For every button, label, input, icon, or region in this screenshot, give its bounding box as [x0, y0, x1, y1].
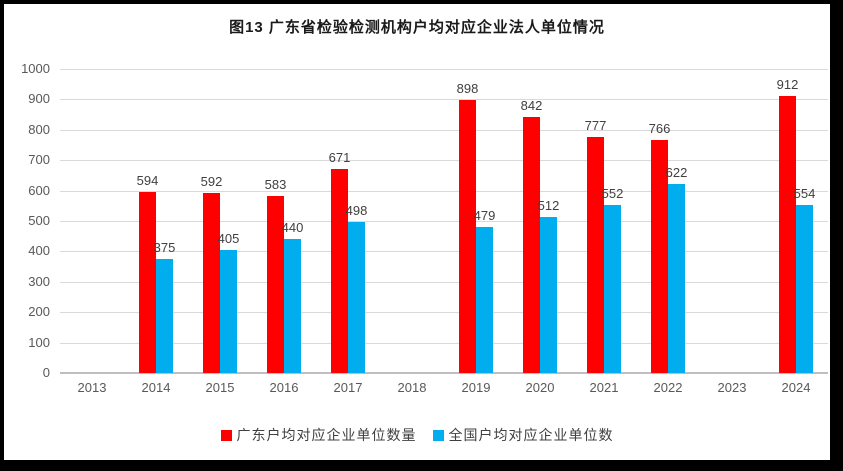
y-tick-label-500: 500 — [28, 213, 50, 228]
bar-value-label-national-2015: 405 — [217, 231, 240, 246]
bar-value-label-national-2024: 554 — [793, 186, 816, 201]
y-tick-label-400: 400 — [28, 243, 50, 259]
gridline-900 — [60, 99, 828, 101]
bar-guangdong-2014 — [139, 192, 156, 373]
bar-value-label-guangdong-2024: 912 — [776, 77, 799, 92]
y-tick-label-700: 700 — [28, 152, 50, 168]
bar-guangdong-2020 — [523, 117, 540, 373]
gridline-300 — [60, 281, 828, 283]
gridline-700 — [60, 160, 828, 162]
x-tick-label-2014: 2014 — [141, 380, 171, 395]
bar-value-label-national-2019: 479 — [473, 208, 496, 223]
y-tick-label-100: 100 — [28, 334, 50, 350]
x-tick-label-2021: 2021 — [589, 380, 619, 395]
bar-national-2021 — [604, 205, 621, 373]
y-tick-label-900: 900 — [28, 91, 50, 107]
bar-guangdong-2015 — [203, 193, 220, 373]
chart-canvas: 图13 广东省检验检测机构户均对应企业法人单位情况 594 375 592 405 58… — [4, 4, 830, 460]
bar-national-2014 — [156, 259, 173, 373]
bar-value-label-guangdong-2021: 777 — [584, 118, 607, 133]
bar-value-label-national-2020: 512 — [537, 198, 560, 213]
plot-area: 594 375 592 405 583 440 671 498 898 479 842 512 777 5… — [60, 69, 828, 374]
bar-guangdong-2017 — [331, 169, 348, 373]
bar-value-label-guangdong-2019: 898 — [456, 81, 479, 96]
x-axis-line — [60, 372, 828, 374]
x-tick-label-2017: 2017 — [333, 380, 363, 395]
bar-national-2019 — [476, 227, 493, 373]
bar-national-2024 — [796, 205, 813, 373]
x-tick-label-2020: 2020 — [525, 380, 555, 395]
gridline-800 — [60, 129, 828, 131]
y-tick-label-300: 300 — [28, 273, 50, 289]
bar-national-2020 — [540, 217, 557, 373]
bar-value-label-national-2016: 440 — [281, 220, 304, 235]
bar-national-2016 — [284, 239, 301, 373]
legend-label-national: 全国户均对应企业单位数 — [448, 427, 614, 443]
bar-value-label-guangdong-2017: 671 — [328, 150, 351, 165]
bar-guangdong-2022 — [651, 140, 668, 373]
bar-value-label-national-2014: 375 — [153, 240, 176, 255]
y-tick-label-800: 800 — [28, 121, 50, 137]
bar-value-label-national-2017: 498 — [345, 203, 368, 218]
bar-value-label-national-2021: 552 — [601, 186, 624, 201]
bar-value-label-guangdong-2015: 592 — [200, 174, 223, 189]
y-tick-label-600: 600 — [28, 182, 50, 198]
y-tick-label-1000: 1000 — [21, 61, 50, 76]
bar-guangdong-2019 — [459, 100, 476, 373]
chart-title: 图13 广东省检验检测机构户均对应企业法人单位情况 — [229, 19, 605, 36]
y-tick-label-200: 200 — [28, 304, 50, 320]
bar-value-label-guangdong-2020: 842 — [520, 98, 543, 113]
x-tick-label-2016: 2016 — [269, 380, 299, 395]
x-tick-label-2018: 2018 — [397, 380, 427, 395]
x-tick-label-2019: 2019 — [461, 380, 491, 395]
gridline-100 — [60, 342, 828, 344]
legend-swatch-national-icon — [432, 429, 444, 441]
legend-item-national: 全国户均对应企业单位数 — [432, 425, 614, 445]
x-tick-label-2015: 2015 — [205, 380, 235, 395]
bar-value-label-guangdong-2014: 594 — [136, 173, 159, 188]
legend: 广东户均对应企业单位数量 全国户均对应企业单位数 — [4, 425, 830, 445]
bar-guangdong-2016 — [267, 196, 284, 373]
gridline-500 — [60, 221, 828, 222]
gridline-600 — [60, 190, 828, 192]
bar-national-2017 — [348, 222, 365, 373]
bar-value-label-guangdong-2016: 583 — [264, 177, 287, 192]
x-tick-label-2024: 2024 — [781, 380, 811, 395]
legend-swatch-guangdong-icon — [220, 429, 232, 441]
x-tick-label-2023: 2023 — [717, 380, 747, 395]
x-tick-label-2022: 2022 — [653, 380, 683, 395]
x-tick-label-2013: 2013 — [77, 380, 107, 395]
gridline-400 — [60, 251, 828, 253]
bar-guangdong-2024 — [779, 96, 796, 373]
bar-guangdong-2021 — [587, 137, 604, 373]
legend-label-guangdong: 广东户均对应企业单位数量 — [236, 427, 417, 443]
gridline-1000 — [60, 69, 828, 70]
bar-national-2015 — [220, 250, 237, 373]
legend-item-guangdong: 广东户均对应企业单位数量 — [220, 425, 417, 445]
bar-value-label-national-2022: 622 — [665, 165, 688, 180]
bar-value-label-guangdong-2022: 766 — [648, 121, 671, 136]
y-tick-label-0: 0 — [42, 365, 50, 380]
gridline-200 — [60, 312, 828, 314]
bar-national-2022 — [668, 184, 685, 373]
